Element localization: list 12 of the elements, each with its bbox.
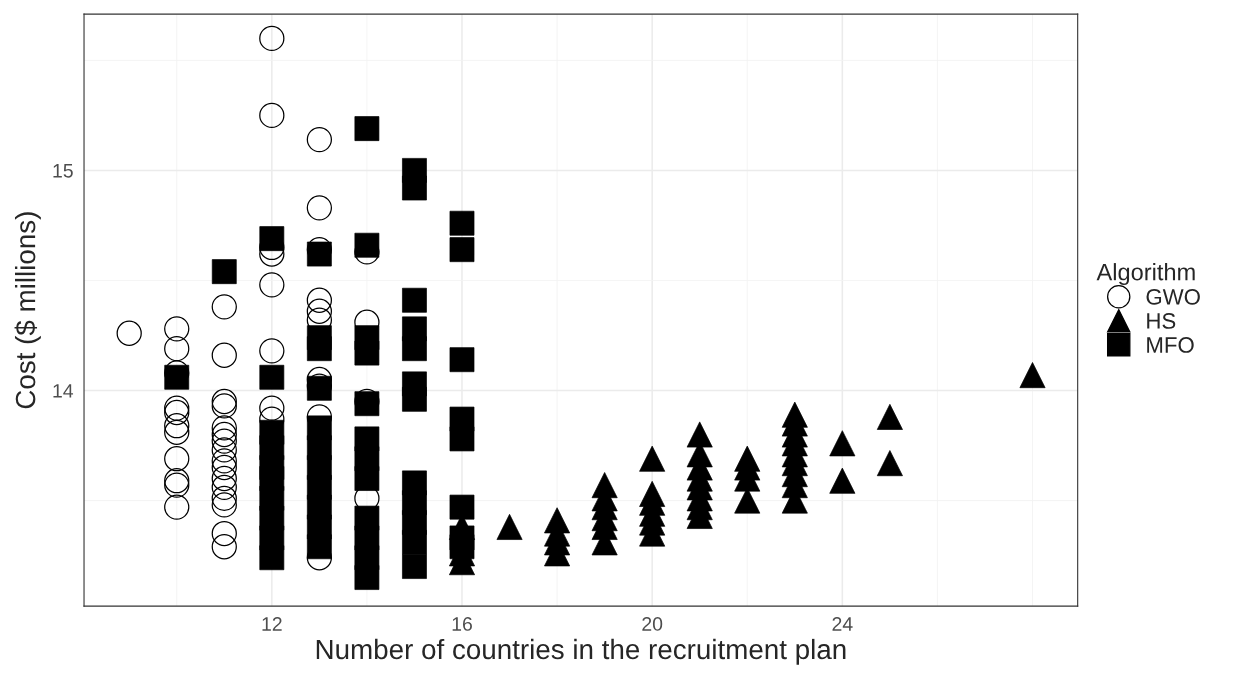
y-axis-title: Cost ($ millions): [14, 212, 41, 409]
legend-label: GWO: [1146, 289, 1200, 305]
x-tick-label: 16: [452, 617, 472, 631]
x-tick-label: 20: [642, 617, 663, 631]
legend-title: Algorithm: [1096, 263, 1195, 286]
legend-label: MFO: [1147, 337, 1194, 353]
y-tick-label: 14: [53, 384, 74, 398]
y-tick-label: 15: [53, 164, 73, 178]
x-axis-title: Number of countries in the recruitment plan: [316, 638, 846, 665]
legend-label: HS: [1147, 313, 1176, 329]
x-tick-label: 24: [832, 617, 853, 631]
x-tick-label: 12: [262, 617, 282, 631]
